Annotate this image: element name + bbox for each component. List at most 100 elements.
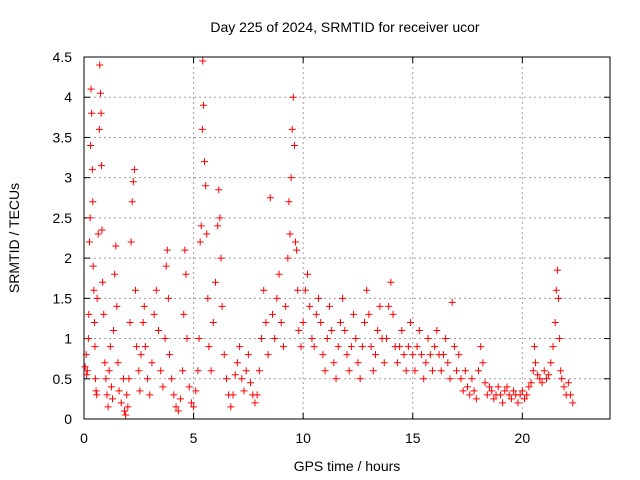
data-point — [308, 335, 316, 343]
y-tick-label: 4.5 — [53, 49, 73, 65]
data-point — [330, 359, 338, 367]
data-point — [205, 343, 213, 351]
data-point — [93, 391, 101, 399]
data-point — [218, 302, 226, 310]
data-point — [216, 214, 224, 222]
data-point — [567, 391, 575, 399]
data-point — [136, 387, 144, 395]
data-point — [382, 335, 390, 343]
data-point — [209, 318, 217, 326]
data-point — [90, 286, 98, 294]
data-point — [317, 318, 325, 326]
data-point — [163, 246, 171, 254]
data-point — [94, 230, 102, 238]
data-point — [538, 379, 546, 387]
data-point — [99, 278, 107, 286]
data-point — [418, 351, 426, 359]
data-point — [127, 238, 135, 246]
data-point — [146, 391, 154, 399]
data-point — [150, 310, 158, 318]
data-point — [85, 238, 93, 246]
data-point — [126, 318, 134, 326]
data-point — [365, 310, 373, 318]
data-point — [130, 166, 138, 174]
data-point — [202, 182, 210, 190]
data-point — [85, 310, 93, 318]
data-point — [83, 371, 91, 379]
data-point — [137, 351, 145, 359]
data-point — [92, 387, 100, 395]
data-point — [312, 310, 320, 318]
data-point — [165, 351, 173, 359]
data-point — [97, 109, 105, 117]
data-point — [139, 318, 147, 326]
data-point — [459, 387, 467, 395]
data-point — [479, 359, 487, 367]
data-point — [217, 254, 225, 262]
data-point — [501, 387, 509, 395]
data-point — [227, 403, 235, 411]
data-point — [91, 318, 99, 326]
data-point — [229, 391, 237, 399]
data-point — [534, 371, 542, 379]
data-point — [477, 343, 485, 351]
data-point — [553, 266, 561, 274]
data-point — [523, 391, 531, 399]
data-point — [199, 57, 207, 65]
data-point — [133, 343, 141, 351]
data-point — [455, 351, 463, 359]
data-point — [172, 403, 180, 411]
data-point — [148, 359, 156, 367]
data-point — [88, 166, 96, 174]
data-point — [402, 367, 410, 375]
data-point — [170, 391, 178, 399]
data-point — [105, 367, 113, 375]
data-point — [107, 383, 115, 391]
data-point — [536, 375, 544, 383]
data-point — [549, 343, 557, 351]
data-point — [323, 335, 331, 343]
data-point — [343, 351, 351, 359]
data-point — [161, 335, 169, 343]
data-point — [393, 359, 401, 367]
data-point — [162, 262, 170, 270]
data-point — [91, 375, 99, 383]
data-point — [510, 387, 518, 395]
data-point — [262, 318, 270, 326]
data-point — [122, 411, 130, 419]
data-point — [100, 310, 108, 318]
data-points — [81, 57, 577, 419]
data-point — [266, 194, 274, 202]
data-point — [505, 391, 513, 399]
data-point — [444, 359, 452, 367]
data-point — [88, 109, 96, 117]
data-point — [260, 286, 268, 294]
data-point — [174, 407, 182, 415]
data-point — [475, 367, 482, 375]
data-point — [289, 93, 297, 101]
data-point — [125, 375, 133, 383]
data-point — [306, 302, 314, 310]
grid-lines — [84, 57, 610, 419]
data-point — [106, 343, 114, 351]
data-point — [132, 286, 140, 294]
data-point — [247, 379, 255, 387]
data-point — [104, 403, 112, 411]
data-point — [215, 186, 223, 194]
data-point — [521, 395, 529, 403]
data-point — [114, 359, 122, 367]
data-point — [108, 395, 116, 403]
data-point — [494, 383, 502, 391]
data-point — [404, 343, 412, 351]
data-point — [376, 302, 384, 310]
data-point — [387, 278, 395, 286]
x-tick-label: 20 — [515, 430, 531, 446]
data-point — [415, 327, 423, 335]
data-point — [212, 278, 219, 286]
data-point — [264, 351, 272, 359]
y-tick-label: 1.5 — [53, 290, 73, 306]
data-point — [301, 286, 309, 294]
x-axis-label: GPS time / hours — [294, 458, 401, 474]
data-point — [310, 343, 318, 351]
data-point — [273, 294, 281, 302]
